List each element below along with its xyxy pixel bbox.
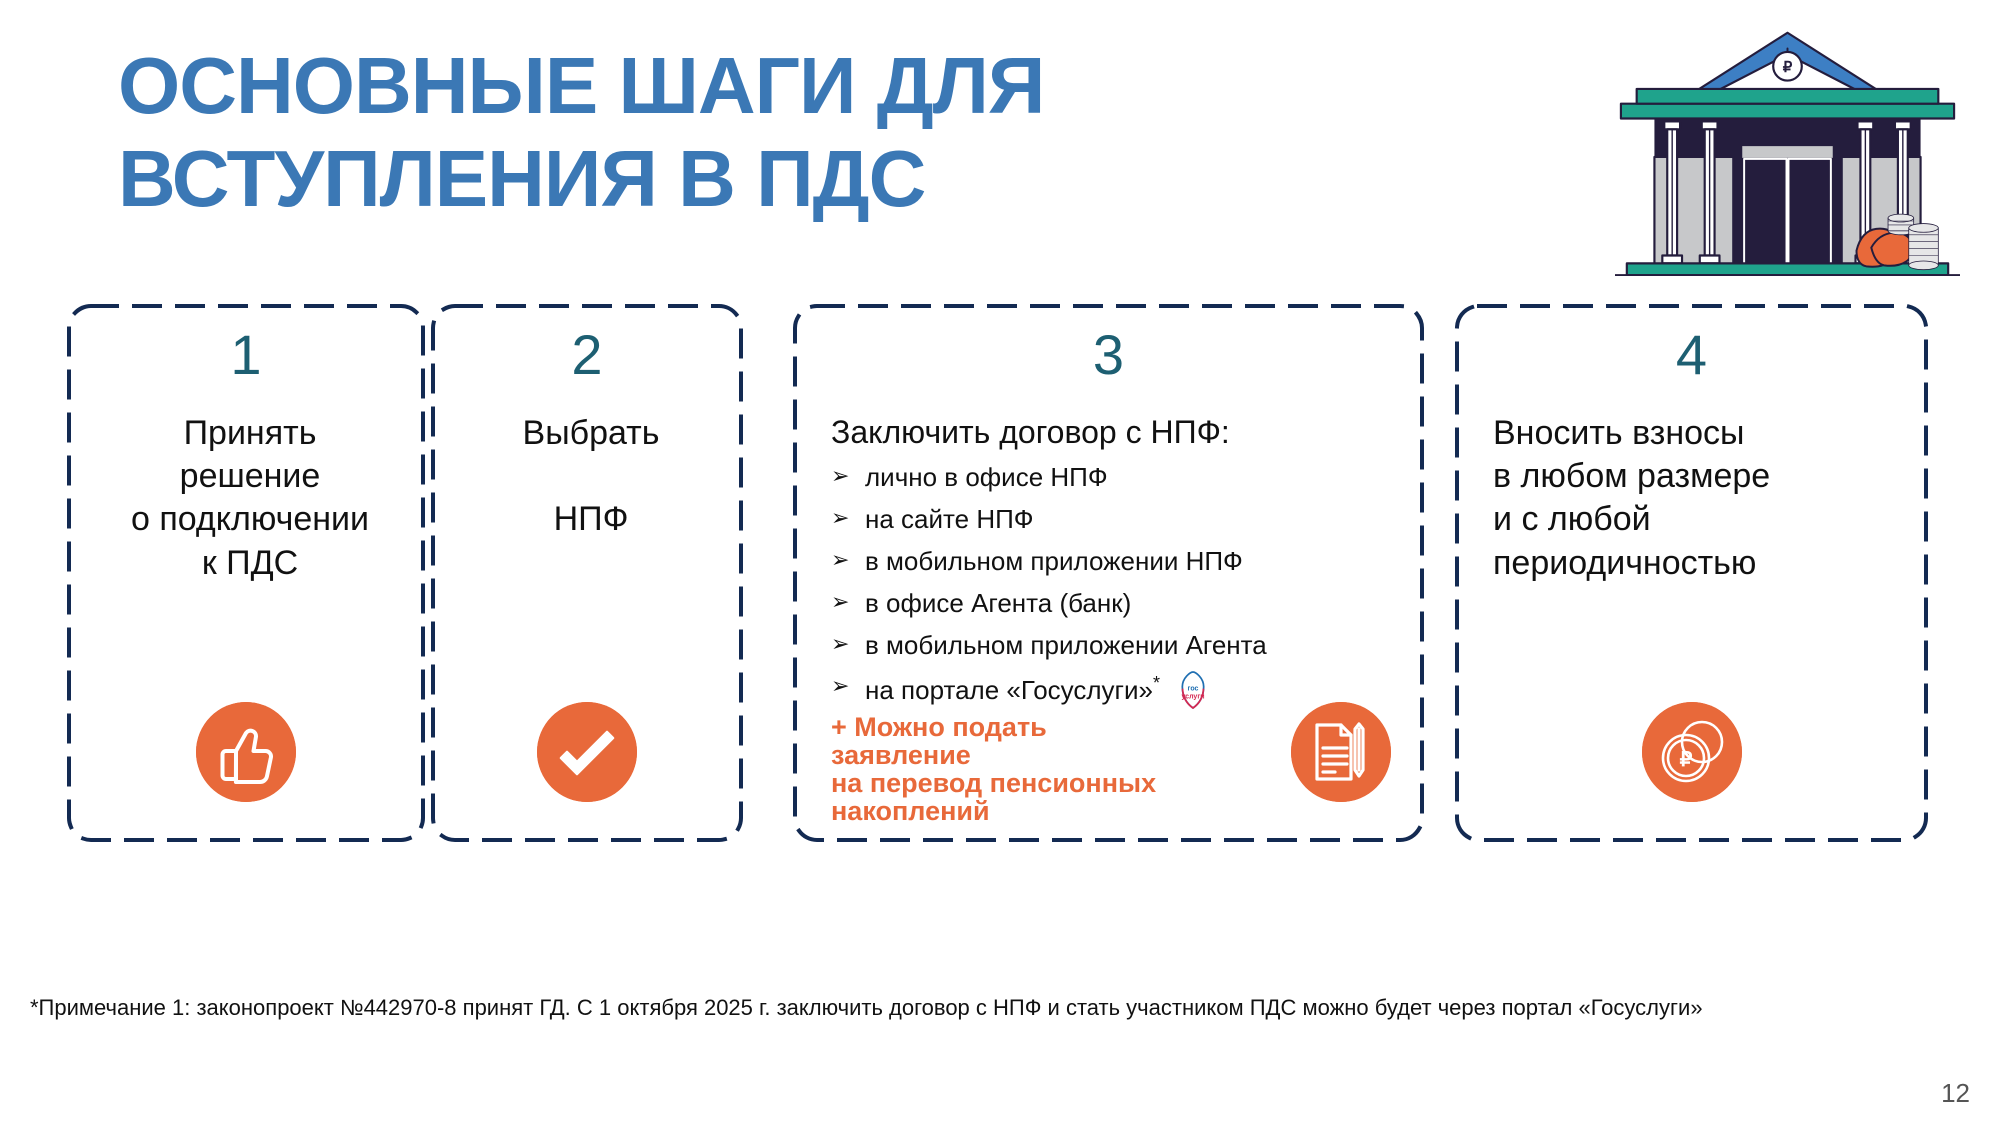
svg-text:₽: ₽: [1679, 749, 1692, 771]
svg-text:услуги: услуги: [1182, 693, 1205, 700]
svg-text:₽: ₽: [1783, 60, 1793, 76]
svg-text:гос: гос: [1188, 685, 1199, 692]
